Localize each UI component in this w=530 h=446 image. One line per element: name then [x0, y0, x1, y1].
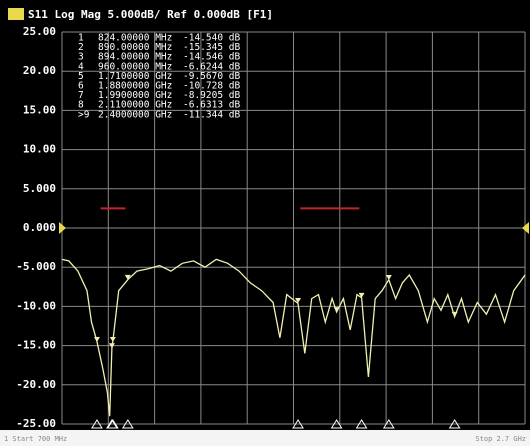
marker-stimulus: 890.00000 MHz — [98, 42, 172, 53]
marker-value: -11.344 dB — [183, 109, 240, 120]
y-tick-label: 15.00 — [23, 103, 56, 116]
chart-title: S11 Log Mag 5.000dB/ Ref 0.000dB [F1] — [28, 8, 273, 21]
marker-triangle — [121, 419, 134, 429]
marker-point — [109, 337, 116, 343]
marker-id: 3 — [78, 52, 84, 63]
y-tick-label: -10.00 — [16, 299, 56, 312]
trace-icon — [8, 8, 24, 20]
marker-point — [385, 274, 392, 280]
marker-triangle — [91, 419, 103, 429]
trace — [61, 258, 526, 417]
footer-right: Stop 2.7 GHz — [475, 435, 526, 443]
marker-stimulus: 1.7100000 GHz — [98, 71, 172, 82]
marker-value: -6.6313 dB — [183, 100, 240, 111]
y-tick-label: -20.00 — [16, 378, 56, 391]
marker-value: -10.728 dB — [183, 81, 240, 92]
marker-id: 1 — [78, 33, 84, 44]
marker-point — [108, 343, 115, 349]
marker-triangle — [330, 419, 343, 429]
y-tick-label: 0.000 — [23, 221, 56, 234]
marker-value: -14.540 dB — [183, 33, 240, 44]
marker-point — [124, 274, 131, 280]
marker-point — [333, 307, 340, 313]
marker-value: -6.6244 dB — [183, 61, 240, 72]
y-tick-label: -15.00 — [16, 339, 56, 352]
marker-triangle — [106, 419, 119, 429]
marker-stimulus: 1.9900000 GHz — [98, 90, 172, 101]
marker-value: -15.345 dB — [183, 42, 240, 53]
marker-id: 6 — [78, 81, 84, 92]
marker-stimulus: 1.8800000 GHz — [98, 81, 172, 92]
marker-value: -8.9205 dB — [183, 90, 240, 101]
marker-stimulus: 894.00000 MHz — [98, 52, 172, 63]
y-tick-label: 20.00 — [23, 64, 56, 77]
marker-value: -14.546 dB — [183, 52, 240, 63]
marker-point — [451, 311, 458, 317]
marker-stimulus: 960.00000 MHz — [98, 61, 172, 72]
y-tick-label: -25.00 — [16, 417, 56, 430]
marker-triangle — [355, 419, 368, 429]
marker-point — [358, 292, 365, 298]
marker-id: 7 — [78, 90, 84, 101]
marker-triangle — [448, 419, 461, 429]
marker-stimulus: 824.00000 MHz — [98, 33, 172, 44]
marker-point — [93, 336, 100, 342]
marker-id: 4 — [78, 61, 84, 72]
marker-stimulus: 2.1100000 GHz — [98, 100, 172, 111]
y-tick-label: 5.000 — [23, 182, 56, 195]
y-tick-label: -5.000 — [16, 260, 56, 273]
marker-id: >9 — [78, 109, 90, 120]
marker-triangle — [382, 419, 395, 429]
y-tick-label: 25.00 — [23, 25, 56, 38]
ref-arrow — [59, 222, 66, 234]
footer-left: 1 Start 700 MHz — [4, 435, 67, 443]
marker-id: 2 — [78, 42, 84, 53]
status-strip — [0, 430, 530, 446]
marker-id: 5 — [78, 71, 84, 82]
marker-id: 8 — [78, 100, 84, 111]
marker-value: -9.5670 dB — [183, 71, 240, 82]
y-tick-label: 10.00 — [23, 143, 56, 156]
marker-triangle — [292, 419, 304, 429]
marker-stimulus: 2.4000000 GHz — [98, 109, 172, 120]
ref-arrow — [522, 222, 529, 234]
marker-point — [295, 298, 302, 304]
